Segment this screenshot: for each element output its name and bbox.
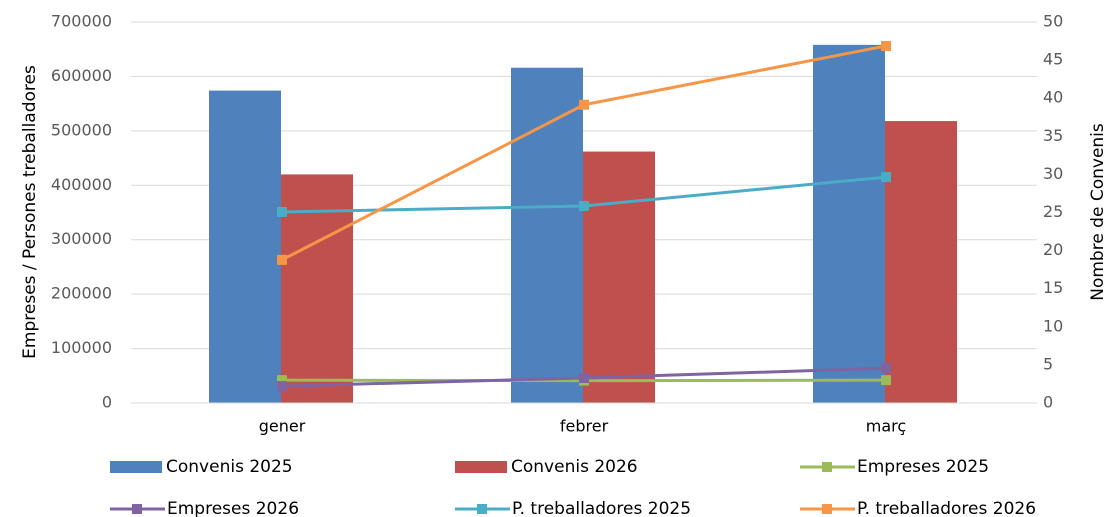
legend-label: P. treballadores 2025 [512,499,691,517]
y-tick-label: 0 [102,393,112,412]
marker [881,375,891,386]
y2-tick-label: 0 [1043,393,1053,412]
y-tick-label: 200000 [51,284,112,303]
y-tick-label: 600000 [51,66,112,85]
x-tick-label: febrer [560,417,609,436]
legend-label: Convenis 2025 [166,457,293,477]
marker [579,99,589,110]
y-tick-label: 400000 [51,175,112,194]
y2-tick-label: 30 [1043,164,1063,183]
marker [277,206,287,217]
bar [511,67,583,403]
marker [881,172,891,183]
y-tick-label: 300000 [51,229,112,248]
legend-swatch [455,461,507,473]
y2-tick-label: 45 [1043,50,1063,69]
y-tick-label: 700000 [51,12,112,31]
legend-marker [477,504,487,514]
y2-tick-label: 40 [1043,88,1063,107]
legend-swatch [110,461,162,473]
y2-tick-label: 25 [1043,202,1063,221]
y2-tick-label: 35 [1043,126,1063,145]
legend-marker [132,504,142,514]
y-tick-label: 100000 [51,338,112,357]
y-tick-label: 500000 [51,120,112,139]
x-tick-label: març [866,417,906,436]
marker [277,375,287,386]
bar [885,121,957,403]
legend-marker [822,504,832,514]
x-tick-label: gener [259,417,306,436]
y2-tick-label: 10 [1043,316,1063,335]
legend-label: Convenis 2026 [511,457,638,477]
marker [277,381,287,392]
bar [583,151,655,403]
bar [813,44,885,404]
y2-tick-label: 5 [1043,354,1053,373]
y-axis-title: Empreses / Persones treballadores [20,65,40,359]
legend-marker [822,462,832,472]
bar [281,174,353,403]
y2-tick-label: 15 [1043,278,1063,297]
marker [881,363,891,374]
marker [579,372,589,383]
y2-tick-label: 20 [1043,240,1063,259]
legend-label: Empreses 2026 [167,499,299,517]
legend-label: P. treballadores 2026 [857,499,1036,517]
marker [579,200,589,211]
marker [881,40,891,51]
legend-label: Empreses 2025 [857,457,989,477]
marker [277,254,287,265]
y2-tick-label: 50 [1043,12,1063,31]
bar [209,90,281,403]
y2-axis-title: Nombre de Convenis [1088,123,1108,301]
